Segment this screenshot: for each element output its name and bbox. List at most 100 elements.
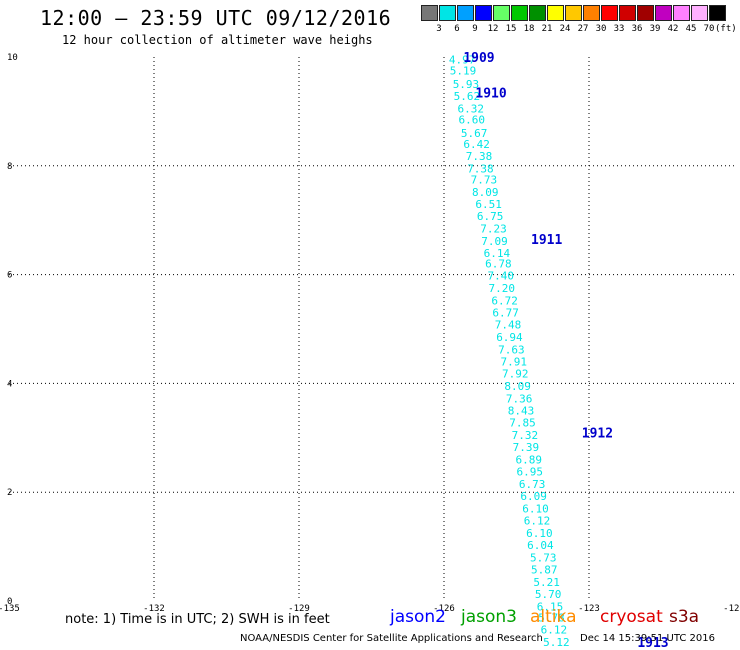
y-tick-label: 0	[7, 597, 12, 607]
chart-subtitle: 12 hour collection of altimeter wave hei…	[62, 33, 373, 47]
timestamp-text: Dec 14 15:39:51 UTC 2016	[580, 633, 715, 644]
legend-label: 30	[595, 24, 607, 34]
data-point-label: 8.09	[504, 380, 530, 393]
credit-text: NOAA/NESDIS Center for Satellite Applica…	[240, 633, 543, 644]
data-point-label: 6.94	[496, 331, 523, 344]
y-tick-label: 2	[7, 488, 12, 498]
legend-label: 6	[454, 24, 460, 34]
x-tick-label: -120	[723, 604, 740, 614]
legend-label: 9	[472, 24, 478, 34]
legend-swatch	[583, 5, 600, 21]
legend-swatch	[637, 5, 654, 21]
data-point-label: 5.93	[453, 78, 480, 91]
mission-jason3: jason3	[461, 607, 517, 627]
legend-label: 42	[667, 24, 679, 34]
data-point-label: 7.32	[512, 429, 538, 442]
data-point-label: 6.10	[522, 503, 549, 516]
time-label: 1909	[463, 51, 494, 66]
data-point-label: 7.91	[501, 356, 528, 369]
legend-unit: (ft)	[715, 24, 737, 34]
time-label: 1912	[582, 426, 613, 441]
data-point-label: 6.09	[520, 490, 547, 503]
data-point-label: 7.48	[495, 319, 522, 332]
y-tick-label: 4	[7, 379, 12, 389]
time-label: 1910	[475, 86, 506, 101]
mission-cryosat: cryosat	[600, 607, 663, 627]
data-point-label: 6.51	[475, 198, 502, 211]
data-point-label: 5.73	[530, 551, 557, 564]
legend-swatch	[565, 5, 582, 21]
mission-s3a: s3a	[669, 607, 700, 627]
data-point-label: 6.60	[459, 114, 486, 127]
data-point-label: 5.70	[535, 588, 562, 601]
data-point-label: 6.95	[517, 466, 544, 479]
data-point-label: 7.63	[498, 344, 524, 357]
data-point-label: 7.20	[488, 282, 515, 295]
legend-label: 15	[505, 24, 517, 34]
data-point-label: 6.73	[519, 478, 546, 491]
legend-swatch	[601, 5, 618, 21]
data-point-label: 5.78	[538, 611, 565, 624]
legend-label: 70	[703, 24, 715, 34]
data-point-label: 6.72	[491, 295, 518, 308]
data-point-label: 7.92	[502, 368, 529, 381]
legend-swatch	[691, 5, 708, 21]
data-point-label: 6.12	[524, 514, 551, 527]
legend-swatch	[655, 5, 672, 21]
legend-swatch	[547, 5, 564, 21]
data-point-label: 5.67	[461, 127, 488, 140]
mission-jason2: jason2	[390, 607, 446, 627]
x-tick-label: -129	[288, 604, 310, 614]
time-label: 1913	[637, 636, 668, 650]
legend-swatch	[619, 5, 636, 21]
legend-label: 33	[613, 24, 625, 34]
data-point-label: 7.38	[466, 150, 493, 163]
time-label: 1911	[531, 233, 562, 248]
legend-label: 12	[487, 24, 499, 34]
data-point-label: 6.32	[458, 103, 485, 116]
data-point-label: 7.39	[513, 441, 540, 454]
data-point-label: 8.43	[508, 405, 535, 418]
data-point-label: 4.97	[449, 54, 476, 67]
x-tick-label: -123	[578, 604, 600, 614]
legend-label: 45	[685, 24, 697, 34]
data-point-label: 7.23	[480, 222, 507, 235]
legend-label: 39	[649, 24, 661, 34]
data-point-label: 7.40	[488, 270, 515, 283]
data-point-label: 6.42	[463, 138, 490, 151]
data-point-label: 5.62	[454, 90, 481, 103]
legend-swatch	[709, 5, 726, 21]
data-point-label: 5.87	[531, 563, 558, 576]
data-point-label: 6.75	[477, 210, 504, 223]
data-point-label: 6.78	[485, 258, 512, 271]
legend-label: 36	[631, 24, 643, 34]
legend-swatch	[673, 5, 690, 21]
x-tick-label: -135	[0, 604, 20, 614]
data-point-label: 5.19	[450, 65, 477, 78]
data-point-label: 6.89	[516, 454, 543, 467]
legend-swatch	[475, 5, 492, 21]
legend-label: 3	[436, 24, 442, 34]
data-point-label: 5.21	[533, 576, 560, 589]
legend-swatch	[457, 5, 474, 21]
footnote: note: 1) Time is in UTC; 2) SWH is in fe…	[65, 612, 330, 627]
y-tick-label: 10	[7, 53, 18, 63]
legend-swatch	[529, 5, 546, 21]
data-point-label: 7.36	[506, 393, 533, 406]
y-tick-label: 8	[7, 162, 12, 172]
legend-label: 27	[577, 24, 589, 34]
legend-label: 18	[523, 24, 535, 34]
legend-swatch	[493, 5, 510, 21]
chart-title: 12:00 – 23:59 UTC 09/12/2016	[40, 6, 392, 30]
legend-swatch	[511, 5, 528, 21]
data-point-label: 5.52	[545, 648, 572, 650]
y-tick-label: 6	[7, 271, 12, 281]
data-point-label: 7.73	[471, 173, 498, 186]
data-point-label: 6.15	[537, 600, 564, 613]
data-point-label: 8.09	[472, 186, 499, 199]
legend-label: 24	[559, 24, 571, 34]
data-point-label: 6.14	[484, 247, 511, 260]
data-point-label: 7.09	[481, 235, 508, 248]
data-point-label: 7.38	[467, 163, 494, 176]
